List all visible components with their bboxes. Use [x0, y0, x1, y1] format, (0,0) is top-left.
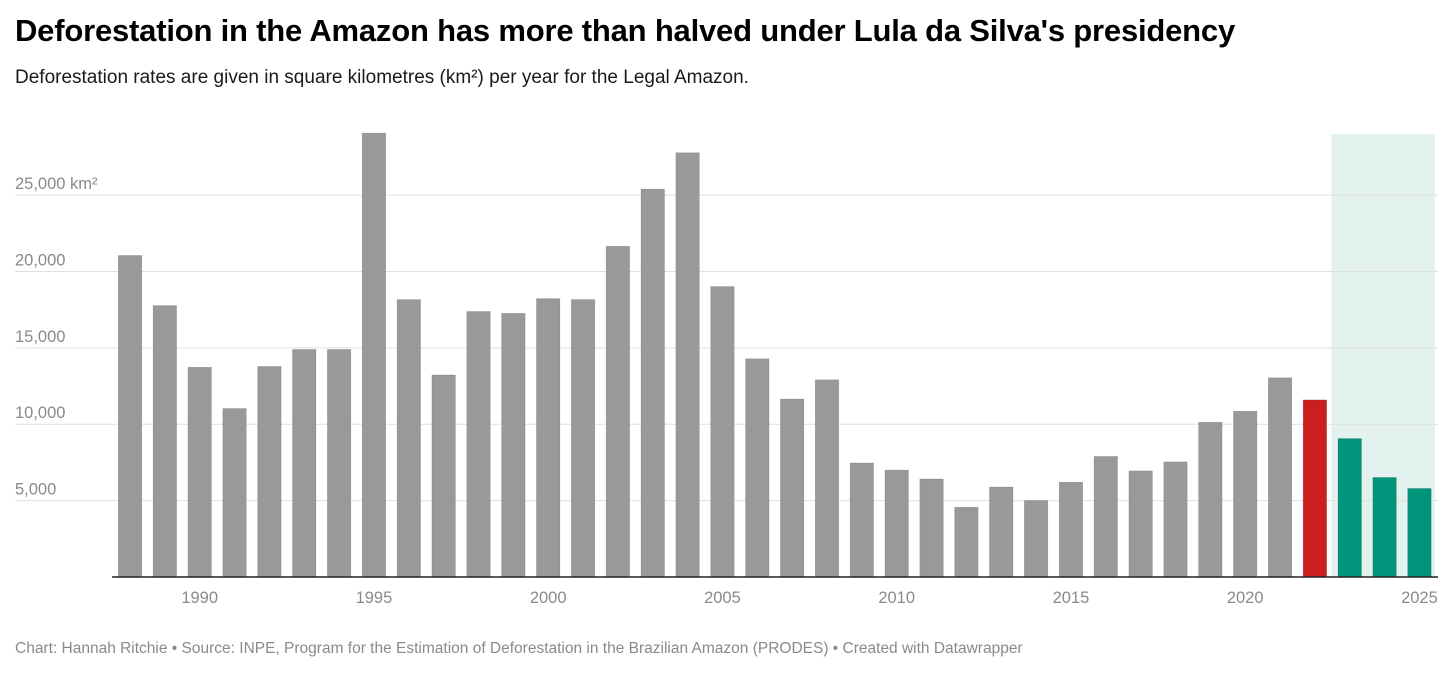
bar-2004 — [675, 152, 700, 578]
x-tick-label-2000: 2000 — [530, 589, 567, 607]
y-tick-label-5000: 5,000 — [15, 481, 56, 499]
bar-2006 — [745, 358, 770, 578]
y-tick-label-10000: 10,000 — [15, 404, 65, 422]
bar-1990 — [187, 366, 212, 578]
y-tick-label-25000: 25,000 km² — [15, 175, 98, 193]
bar-1996 — [396, 299, 421, 578]
bar-1997 — [431, 374, 456, 578]
x-tick-label-2025: 2025 — [1401, 589, 1438, 607]
bar-2002 — [605, 245, 630, 578]
x-tick-label-2015: 2015 — [1053, 589, 1090, 607]
bar-2016 — [1093, 456, 1118, 578]
bar-1999 — [501, 313, 526, 578]
bars — [117, 132, 1432, 578]
bar-2007 — [780, 398, 805, 578]
bar-1991 — [222, 408, 247, 578]
chart-subtitle: Deforestation rates are given in square … — [15, 67, 749, 88]
bar-2012 — [954, 506, 979, 578]
bar-1992 — [257, 366, 282, 578]
x-axis-tick-labels: 1990 1995 2000 2005 2010 2015 2020 2025 — [181, 589, 1437, 607]
bar-2005 — [710, 286, 735, 578]
bar-2009 — [849, 462, 874, 578]
bar-2014 — [1024, 500, 1049, 578]
x-tick-label-2020: 2020 — [1227, 589, 1264, 607]
bar-1994 — [327, 349, 352, 578]
bar-2013 — [989, 486, 1014, 578]
bar-2008 — [814, 379, 840, 578]
y-axis-tick-labels: 5,000 10,000 15,000 20,000 25,000 km² — [15, 175, 98, 499]
bar-2000 — [536, 298, 561, 578]
x-tick-label-2005: 2005 — [704, 589, 741, 607]
bar-2021 — [1268, 377, 1293, 578]
y-tick-label-15000: 15,000 — [15, 328, 65, 346]
bar-2015 — [1058, 481, 1083, 578]
bar-2003 — [640, 188, 665, 578]
bar-2018 — [1163, 461, 1188, 578]
bar-2011 — [919, 478, 944, 578]
bar-2019 — [1198, 421, 1223, 578]
x-tick-label-1990: 1990 — [181, 589, 218, 607]
x-tick-label-2010: 2010 — [878, 589, 915, 607]
bar-2025 — [1407, 488, 1432, 578]
bar-2020 — [1233, 410, 1258, 578]
bar-2010 — [884, 469, 909, 578]
x-tick-label-1995: 1995 — [356, 589, 393, 607]
bar-2001 — [570, 299, 596, 578]
bar-2022 — [1302, 399, 1327, 578]
bar-1989 — [152, 305, 177, 578]
bar-1993 — [292, 349, 317, 578]
bar-2024 — [1372, 477, 1397, 578]
chart-title: Deforestation in the Amazon has more tha… — [15, 13, 1235, 48]
y-tick-label-20000: 20,000 — [15, 251, 65, 269]
chart-footer-credit: Chart: Hannah Ritchie • Source: INPE, Pr… — [15, 640, 1023, 657]
bar-1998 — [466, 311, 491, 578]
bar-2023 — [1337, 438, 1362, 578]
bar-1995 — [361, 132, 387, 578]
bar-2017 — [1128, 470, 1153, 578]
bar-1988 — [117, 255, 143, 578]
